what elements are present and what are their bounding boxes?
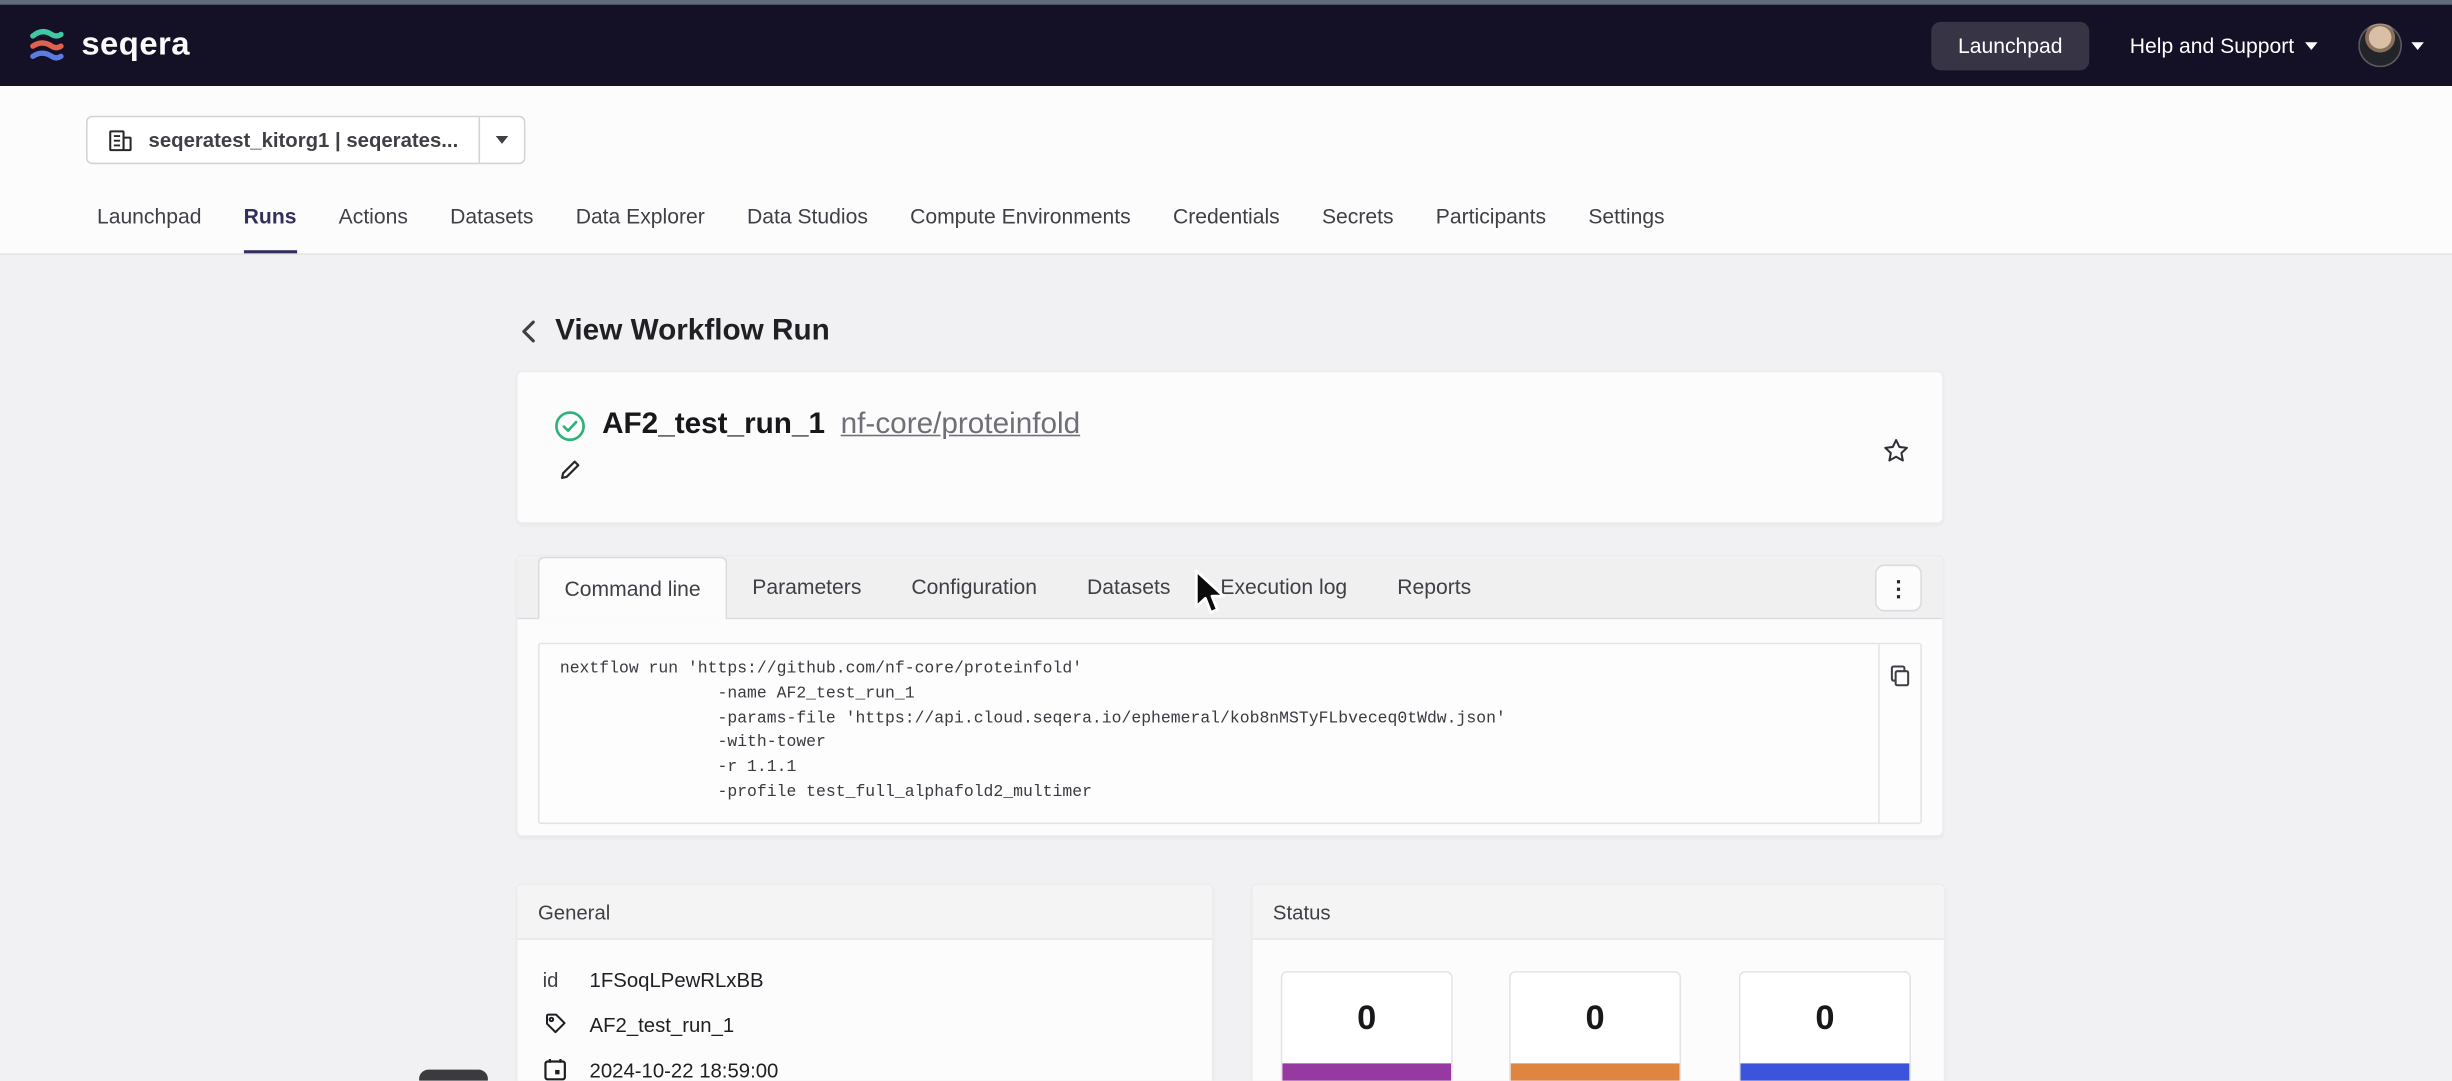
run-detail-card: Command line Parameters Configuration Da…	[516, 555, 1944, 837]
edit-pencil-icon[interactable]	[558, 458, 581, 481]
status-card: Status 0 pending 0 submitted 0 running	[1251, 883, 1946, 1081]
seqera-logo[interactable]: seqera	[25, 24, 190, 66]
tab-launchpad[interactable]: Launchpad	[96, 204, 202, 228]
general-row-name: AF2_test_run_1	[543, 1012, 1187, 1037]
organization-icon	[108, 127, 133, 152]
general-card: General id 1FSoqLPewRLxBB AF2_test_run_1	[516, 883, 1214, 1081]
status-count: 0	[1357, 997, 1377, 1037]
tab-data-studios[interactable]: Data Studios	[747, 204, 868, 228]
dock-pill	[419, 1069, 488, 1081]
workspace-nav-tabs: Launchpad Runs Actions Datasets Data Exp…	[0, 181, 2452, 255]
copy-icon[interactable]	[1889, 665, 1911, 823]
tab-detail-datasets[interactable]: Datasets	[1087, 575, 1171, 599]
workspace-caret[interactable]	[478, 117, 524, 163]
run-id-value: 1FSoqLPewRLxBB	[589, 967, 764, 991]
tab-execution-log[interactable]: Execution log	[1220, 575, 1348, 599]
tab-actions[interactable]: Actions	[338, 204, 408, 228]
status-box-running: 0 running	[1738, 971, 1911, 1081]
avatar	[2358, 23, 2402, 68]
tab-data-explorer[interactable]: Data Explorer	[575, 204, 705, 228]
general-row-id: id 1FSoqLPewRLxBB	[543, 966, 1187, 991]
tab-datasets[interactable]: Datasets	[450, 204, 534, 228]
general-header: General	[517, 885, 1212, 940]
tab-command-line[interactable]: Command line	[537, 556, 728, 620]
chevron-down-icon	[2305, 41, 2318, 50]
launchpad-button[interactable]: Launchpad	[1931, 21, 2090, 70]
tab-configuration[interactable]: Configuration	[911, 575, 1038, 599]
star-icon[interactable]	[1883, 438, 1910, 465]
detail-tab-bar: Command line Parameters Configuration Da…	[517, 556, 1943, 620]
status-bar-label: submitted	[1510, 1063, 1680, 1081]
status-box-submitted: 0 submitted	[1509, 971, 1682, 1081]
run-date-value: 2024-10-22 18:59:00	[589, 1057, 779, 1081]
run-name-tag-icon	[543, 1012, 571, 1037]
calendar-icon	[543, 1057, 571, 1081]
top-navbar: seqera Launchpad Help and Support	[0, 0, 2452, 87]
status-box-pending: 0 pending	[1280, 971, 1453, 1081]
tab-participants[interactable]: Participants	[1435, 204, 1547, 228]
id-label: id	[542, 967, 559, 991]
chevron-down-icon	[495, 136, 509, 144]
tab-secrets[interactable]: Secrets	[1321, 204, 1394, 228]
help-support-label: Help and Support	[2129, 33, 2295, 58]
tab-reports[interactable]: Reports	[1397, 575, 1472, 599]
workspace-bar: seqeratest_kitorg1 | seqerates...	[0, 86, 2452, 182]
tab-credentials[interactable]: Credentials	[1172, 204, 1280, 228]
run-name: AF2_test_run_1	[602, 408, 826, 441]
workspace-selector-label: seqeratest_kitorg1 | seqerates...	[148, 128, 459, 152]
status-count: 0	[1815, 997, 1835, 1037]
command-line-box: nextflow run 'https://github.com/nf-core…	[537, 642, 1922, 825]
back-chevron-icon[interactable]	[519, 319, 538, 344]
seqera-logo-icon	[25, 24, 67, 66]
command-line-text: nextflow run 'https://github.com/nf-core…	[559, 659, 1506, 803]
logo-text: seqera	[81, 26, 191, 63]
workspace-selector[interactable]: seqeratest_kitorg1 | seqerates...	[86, 115, 526, 165]
general-row-date: 2024-10-22 18:59:00	[543, 1057, 1187, 1081]
status-count: 0	[1585, 997, 1605, 1037]
help-support-menu[interactable]: Help and Support	[2130, 34, 2318, 57]
tab-parameters[interactable]: Parameters	[752, 575, 862, 599]
chevron-down-icon	[2411, 41, 2424, 50]
page-title: View Workflow Run	[555, 314, 830, 348]
user-menu[interactable]	[2358, 23, 2424, 68]
status-bar-label: running	[1740, 1063, 1910, 1081]
tab-settings[interactable]: Settings	[1588, 204, 1665, 228]
kebab-menu-button[interactable]: ⋮	[1874, 564, 1922, 612]
run-header-card: AF2_test_run_1 nf-core/proteinfold	[516, 370, 1944, 524]
tab-runs[interactable]: Runs	[243, 181, 297, 254]
check-circle-success-icon	[554, 409, 587, 442]
status-header: Status	[1252, 885, 1944, 940]
pipeline-link[interactable]: nf-core/proteinfold	[840, 408, 1081, 441]
status-bar-label: pending	[1282, 1063, 1452, 1081]
run-name-value: AF2_test_run_1	[589, 1012, 735, 1037]
page-title-row: View Workflow Run	[519, 314, 830, 348]
tab-compute-environments[interactable]: Compute Environments	[910, 204, 1131, 228]
